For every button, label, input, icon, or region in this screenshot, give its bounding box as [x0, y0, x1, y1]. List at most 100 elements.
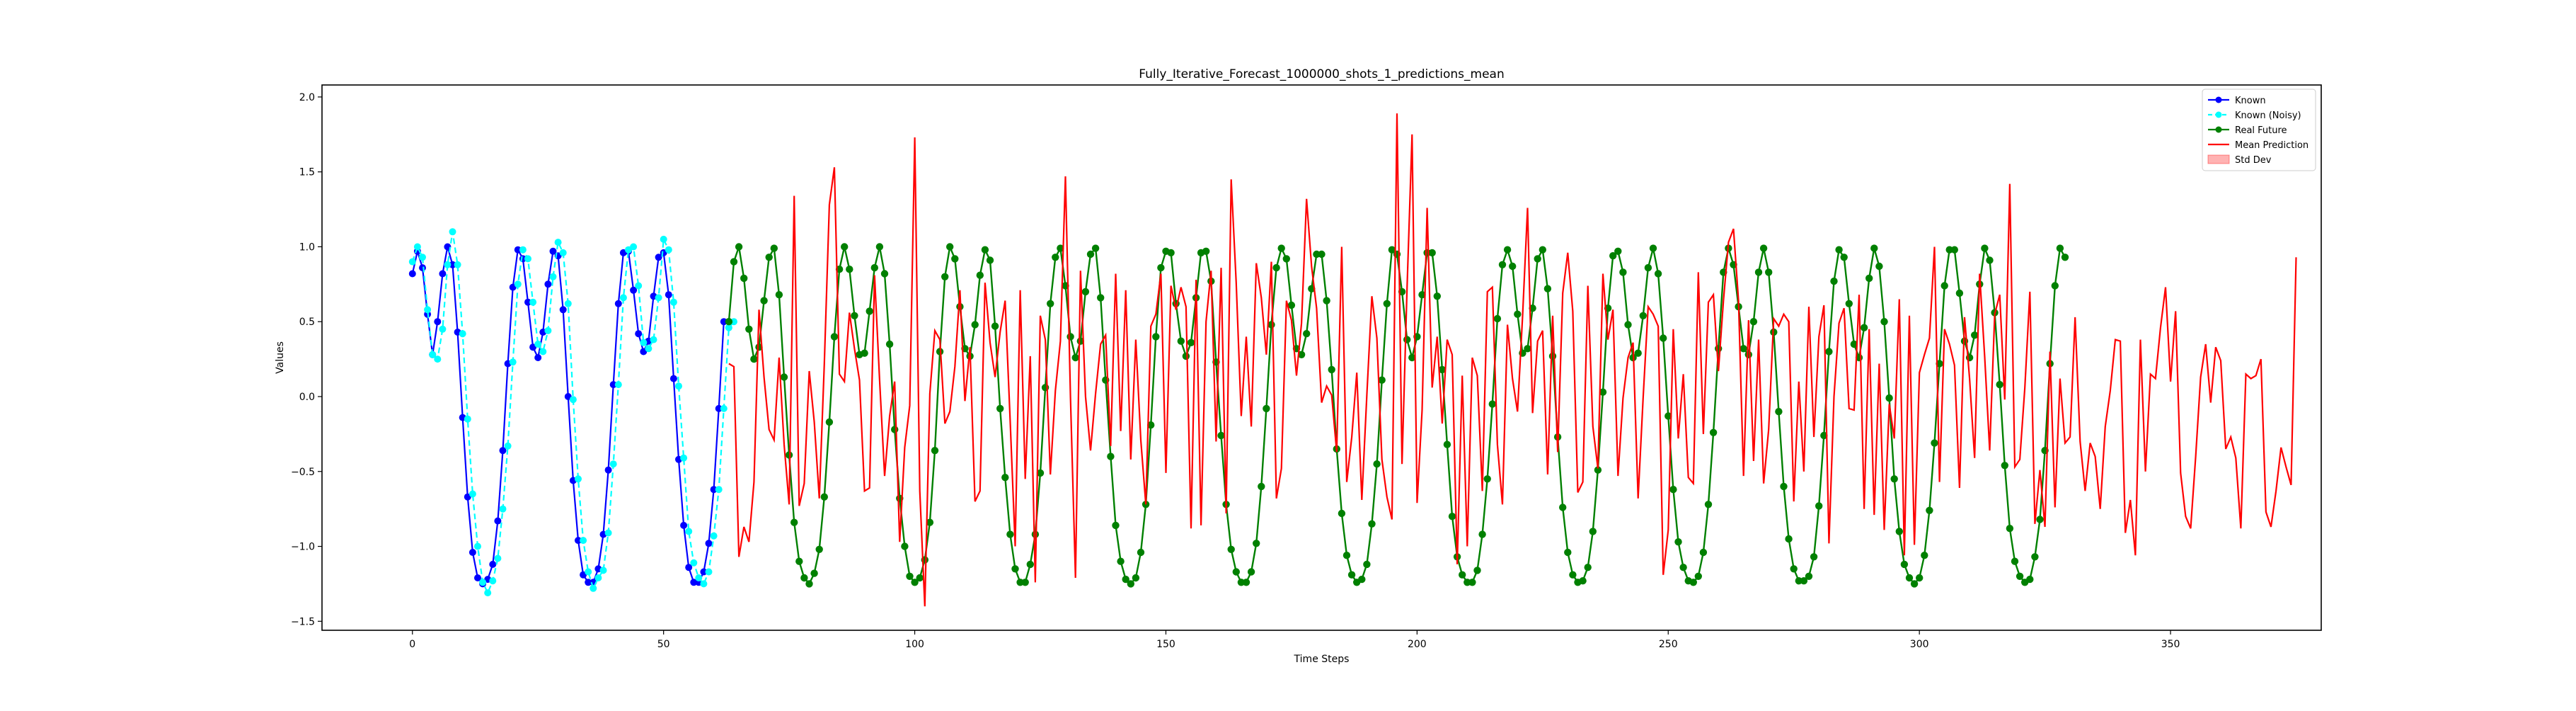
known-point — [685, 564, 693, 571]
real-future-point — [870, 263, 879, 272]
known-noisy-point — [419, 254, 426, 261]
known-point — [585, 579, 592, 586]
known-noisy-point — [594, 574, 602, 581]
real-future-point — [971, 321, 979, 329]
real-future-point — [1368, 520, 1376, 528]
real-future-point — [1091, 244, 1100, 252]
real-future-point — [1247, 568, 1255, 576]
real-future-point — [1011, 565, 1019, 573]
real-future-point — [1493, 314, 1502, 323]
real-future-point — [941, 273, 949, 280]
known-noisy-point — [599, 567, 607, 574]
real-future-point — [1263, 404, 1270, 413]
known-noisy-point — [434, 356, 442, 363]
real-future-point — [820, 493, 829, 501]
known-point — [630, 286, 638, 294]
x-tick-label: 50 — [657, 639, 670, 650]
real-future-point — [1679, 564, 1687, 571]
real-future-point — [1709, 428, 1718, 436]
known-noisy-point — [484, 589, 492, 597]
real-future-point — [735, 243, 743, 251]
legend-label: Real Future — [2235, 125, 2287, 136]
known-noisy-point — [690, 559, 698, 567]
real-future-point — [1900, 560, 1909, 569]
real-future-point — [1378, 376, 1386, 384]
real-future-point — [1880, 318, 1888, 326]
legend-swatch-marker — [2215, 126, 2222, 133]
known-point — [524, 298, 531, 306]
real-future-point — [1478, 530, 1486, 538]
plot-frame — [321, 84, 2322, 631]
real-future-point — [795, 557, 803, 565]
known-noisy-point — [645, 345, 652, 353]
known-noisy-point — [710, 532, 718, 540]
known-noisy-point — [665, 246, 672, 254]
known-noisy-point — [519, 246, 527, 254]
real-future-point — [1669, 486, 1677, 494]
known-noisy-point — [539, 348, 547, 356]
plot-layer — [408, 113, 2297, 607]
real-future-point — [1232, 568, 1241, 576]
real-future-point — [1931, 439, 1938, 447]
real-future-point — [1127, 580, 1135, 588]
known-noisy-point — [730, 318, 737, 326]
real-future-point — [2036, 516, 2044, 523]
real-future-point — [1006, 530, 1014, 538]
real-future-point — [1318, 250, 1326, 258]
real-future-point — [1815, 502, 1823, 510]
y-tick-label: 1.5 — [299, 167, 315, 178]
real-future-point — [1910, 580, 1919, 588]
real-future-point — [1921, 552, 1928, 559]
known-point — [680, 521, 688, 529]
chart-title: Fully_Iterative_Forecast_1000000_shots_1… — [1139, 67, 1504, 81]
real-future-point — [1614, 247, 1622, 255]
real-future-point — [861, 349, 868, 357]
real-future-point — [1704, 501, 1713, 508]
real-future-point — [1342, 552, 1351, 559]
real-future-point — [740, 274, 748, 283]
real-future-point — [1282, 255, 1291, 263]
known-noisy-point — [504, 442, 512, 450]
real-future-point — [1694, 572, 1702, 580]
real-future-point — [931, 447, 939, 455]
legend-label: Known — [2235, 96, 2266, 106]
real-future-point — [1579, 577, 1587, 585]
real-future-point — [800, 574, 808, 582]
real-future-point — [1689, 579, 1697, 586]
real-future-point — [1297, 351, 1306, 358]
known-point — [700, 568, 708, 576]
real-future-point — [1524, 345, 1531, 353]
real-future-point — [1749, 318, 1758, 326]
real-future-point — [1850, 340, 1858, 348]
real-future-point — [951, 255, 959, 263]
known-point — [635, 330, 643, 338]
real-future-point — [1715, 345, 1723, 353]
real-future-point — [1800, 577, 1808, 585]
real-future-point — [1548, 352, 1557, 360]
known-noisy-point — [559, 249, 567, 256]
real-future-point — [1157, 263, 1165, 272]
real-future-point — [2056, 244, 2064, 252]
real-future-point — [1418, 291, 1426, 299]
real-future-point — [2011, 557, 2019, 565]
real-future-point — [1026, 560, 1035, 569]
known-noisy-point — [680, 454, 688, 462]
real-future-point — [906, 572, 914, 580]
real-future-point — [1599, 388, 1607, 396]
real-future-point — [1649, 244, 1657, 252]
real-future-point — [1805, 572, 1813, 580]
real-future-point — [1503, 246, 1512, 254]
known-noisy-point — [439, 325, 447, 333]
real-future-point — [1459, 571, 1466, 579]
real-future-point — [1253, 540, 1260, 547]
known-noisy-point — [655, 294, 662, 302]
real-future-point — [1473, 567, 1481, 574]
real-future-point — [1820, 431, 1828, 440]
known-point — [408, 270, 416, 278]
real-future-point — [926, 518, 934, 526]
real-future-point — [1830, 277, 1838, 285]
y-tick-label: −1.5 — [291, 616, 315, 627]
real-future-point — [1227, 545, 1235, 553]
y-tick-label: −0.5 — [291, 467, 315, 478]
